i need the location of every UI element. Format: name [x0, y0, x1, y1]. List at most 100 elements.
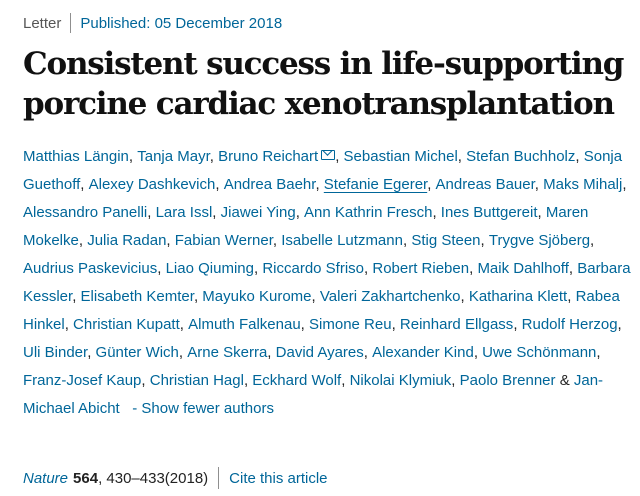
cite-this-article-link[interactable]: Cite this article: [229, 469, 328, 487]
journal-name[interactable]: Nature: [23, 469, 69, 487]
author-separator: ,: [513, 316, 522, 333]
author-name-link[interactable]: Mayuko Kurome: [202, 288, 312, 305]
author-separator: ,: [575, 148, 584, 165]
mail-icon[interactable]: [321, 150, 336, 160]
author-separator: ,: [311, 288, 320, 305]
author-item: Ann Kathrin Fresch,: [304, 204, 441, 221]
author-name-link[interactable]: Almuth Falkenau: [188, 316, 301, 333]
author-name-link[interactable]: Audrius Paskevicius: [23, 260, 158, 277]
author-name-link[interactable]: Alessandro Panelli: [23, 204, 148, 221]
author-name-link[interactable]: Andreas Bauer: [435, 176, 535, 193]
author-name-link[interactable]: Bruno Reichart: [218, 148, 319, 165]
author-item: Jan-Michael Abicht: [23, 372, 603, 417]
author-name-link[interactable]: Ines Buttgereit: [440, 204, 538, 221]
author-item: Rabea Hinkel,: [23, 288, 620, 333]
author-name-link[interactable]: Christian Hagl: [149, 372, 244, 389]
author-separator: ,: [451, 372, 460, 389]
author-name-link[interactable]: Barbara Kessler: [23, 260, 631, 305]
author-item: Christian Kupatt,: [73, 316, 188, 333]
author-separator: &: [555, 372, 574, 389]
author-item: Maik Dahlhoff,: [477, 260, 577, 277]
author-name-link[interactable]: Stig Steen: [411, 232, 481, 249]
author-name-link[interactable]: Maren Mokelke: [23, 204, 589, 249]
published-date: Published: 05 December 2018: [80, 14, 283, 32]
author-item: Simone Reu,: [309, 316, 400, 333]
author-item: Eckhard Wolf,: [252, 372, 349, 389]
author-name-link[interactable]: Alexander Kind: [372, 344, 474, 361]
article-title: Consistent success in life-supporting po…: [23, 44, 624, 124]
author-separator: ,: [596, 344, 601, 361]
author-name-link[interactable]: Isabelle Lutzmann: [281, 232, 403, 249]
author-name-link[interactable]: Uli Binder: [23, 344, 88, 361]
author-name-link[interactable]: Sonja Guethoff: [23, 148, 623, 193]
author-name-link[interactable]: Matthias Längin: [23, 148, 129, 165]
author-separator: ,: [567, 288, 576, 305]
author-name-link[interactable]: Nikolai Klymiuk: [349, 372, 452, 389]
author-item: Almuth Falkenau,: [188, 316, 309, 333]
author-name-link[interactable]: Sebastian Michel: [343, 148, 458, 165]
author-name-link[interactable]: Reinhard Ellgass: [399, 316, 514, 333]
author-name-link[interactable]: Alexey Dashkevich: [88, 176, 216, 193]
article-title-line-2: porcine cardiac xenotransplantation: [23, 86, 615, 122]
author-name-link[interactable]: Rudolf Herzog: [521, 316, 618, 333]
author-separator: ,: [87, 344, 96, 361]
author-name-link[interactable]: Andrea Baehr: [223, 176, 316, 193]
author-name-link[interactable]: Günter Wich: [95, 344, 179, 361]
author-name-link[interactable]: Ann Kathrin Fresch: [304, 204, 433, 221]
author-item: Uwe Schönmann,: [482, 344, 600, 361]
author-item: Mayuko Kurome,: [202, 288, 320, 305]
publication-year: (2018): [164, 469, 209, 487]
author-name-link[interactable]: Riccardo Sfriso: [262, 260, 365, 277]
author-separator: ,: [457, 148, 467, 165]
author-item: Paolo Brenner &: [460, 372, 574, 389]
author-name-link[interactable]: Franz-Josef Kaup: [23, 372, 142, 389]
author-name-link[interactable]: Jiawei Ying: [220, 204, 296, 221]
author-separator: ,: [341, 372, 350, 389]
author-item: Stig Steen,: [411, 232, 489, 249]
author-separator: ,: [272, 232, 282, 249]
author-item: Katharina Klett,: [469, 288, 576, 305]
author-name-link[interactable]: Liao Qiuming: [165, 260, 254, 277]
author-item: Audrius Paskevicius,: [23, 260, 166, 277]
author-name-link[interactable]: Arne Skerra: [187, 344, 268, 361]
author-name-link[interactable]: Stefanie Egerer: [323, 176, 428, 193]
author-separator: ,: [469, 260, 478, 277]
author-name-link[interactable]: Fabian Werner: [174, 232, 273, 249]
journal-volume: 564: [73, 469, 99, 487]
author-name-link[interactable]: Robert Rieben: [372, 260, 470, 277]
author-name-link[interactable]: Paolo Brenner: [459, 372, 556, 389]
author-name-link[interactable]: Eckhard Wolf: [252, 372, 342, 389]
author-name-link[interactable]: Jan-Michael Abicht: [23, 372, 604, 417]
author-separator: ,: [157, 260, 166, 277]
author-separator: ,: [300, 316, 310, 333]
author-name-link[interactable]: Elisabeth Kemter: [80, 288, 194, 305]
show-fewer-authors-button[interactable]: - Show fewer authors: [132, 400, 274, 417]
author-item: Bruno Reichart,: [218, 148, 343, 165]
author-item: Matthias Längin,: [23, 148, 137, 165]
author-item: Alexander Kind,: [372, 344, 482, 361]
show-fewer-item: - Show fewer authors: [120, 400, 274, 417]
author-name-link[interactable]: Maik Dahlhoff: [477, 260, 569, 277]
author-name-link[interactable]: Stefan Buchholz: [466, 148, 576, 165]
author-item: Fabian Werner,: [175, 232, 281, 249]
author-name-link[interactable]: Lara Issl: [155, 204, 213, 221]
author-name-link[interactable]: Trygve Sjöberg: [488, 232, 591, 249]
author-separator: ,: [402, 232, 412, 249]
author-item: Riccardo Sfriso,: [262, 260, 372, 277]
author-name-link[interactable]: David Ayares: [275, 344, 364, 361]
author-name-link[interactable]: Tanja Mayr: [137, 148, 210, 165]
author-name-link[interactable]: Maks Mihalj: [543, 176, 623, 193]
author-item: Maren Mokelke,: [23, 204, 588, 249]
author-separator: ,: [432, 204, 441, 221]
author-separator: ,: [315, 176, 324, 193]
author-item: Reinhard Ellgass,: [400, 316, 522, 333]
author-name-link[interactable]: Katharina Klett: [468, 288, 568, 305]
author-name-link[interactable]: Valeri Zakhartchenko: [319, 288, 461, 305]
author-name-link[interactable]: Simone Reu: [309, 316, 392, 333]
author-item: Liao Qiuming,: [166, 260, 263, 277]
author-name-link[interactable]: Rabea Hinkel: [23, 288, 620, 333]
author-name-link[interactable]: Uwe Schönmann: [482, 344, 597, 361]
author-name-link[interactable]: Julia Radan: [87, 232, 167, 249]
article-meta: Letter Published: 05 December 2018: [23, 13, 282, 33]
author-name-link[interactable]: Christian Kupatt: [73, 316, 180, 333]
